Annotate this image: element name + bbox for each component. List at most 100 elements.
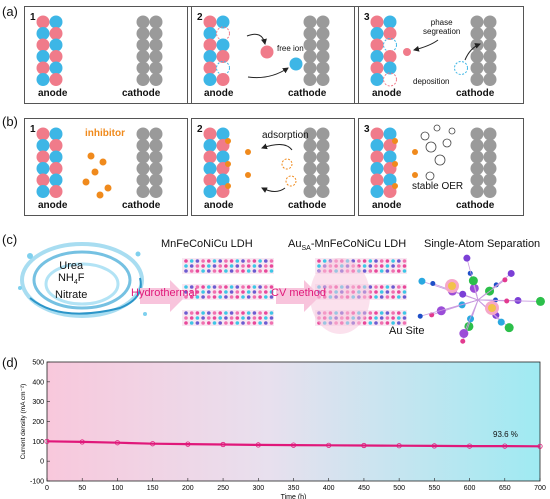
ldh-atom <box>184 285 188 289</box>
ldh-atom <box>212 316 217 320</box>
ldh-atom <box>385 295 390 299</box>
b-step-1-anode: anode <box>38 200 68 211</box>
metal-ion <box>216 150 230 164</box>
ldh-atom <box>385 316 390 320</box>
ldh-atom <box>218 311 222 315</box>
ldh-atom <box>246 316 251 320</box>
cathode-atom <box>136 150 150 164</box>
cathode-atom <box>303 150 317 164</box>
x-tick-label: 150 <box>147 485 159 492</box>
cathode-atom <box>303 173 317 187</box>
ldh-atom <box>195 285 200 289</box>
adsorbed-inhibitor <box>412 149 418 155</box>
cathode-atom <box>483 150 497 164</box>
ldh-atom <box>264 264 268 268</box>
cathode-atom <box>483 61 497 75</box>
a-step-3-note-bottom: deposition <box>413 77 450 86</box>
metal-ion <box>49 50 63 63</box>
ldh-atom <box>258 295 262 299</box>
ldh-atom <box>218 269 222 273</box>
adsorbed-inhibitor <box>392 183 398 189</box>
bond <box>477 299 507 302</box>
ldh-atom <box>195 264 200 268</box>
ldh-atom <box>224 295 228 299</box>
ldh-atom <box>368 316 373 320</box>
cathode-atom <box>470 173 484 187</box>
cathode-atom <box>483 15 497 29</box>
ldh-atom <box>235 316 240 320</box>
ldh-atom <box>374 316 378 320</box>
ldh-atom <box>258 285 262 289</box>
inhibitor-molecule <box>104 184 112 192</box>
panel-a-label: (a) <box>2 4 18 19</box>
single-atom-structure <box>417 254 545 344</box>
cathode-atom <box>316 139 330 152</box>
ldh-atom <box>374 290 378 294</box>
metal-ion <box>370 150 384 164</box>
ldh-atom <box>317 259 321 263</box>
b-step-1-note: inhibitor <box>85 128 125 139</box>
cathode-atom <box>303 27 317 40</box>
metal-ion <box>49 127 63 141</box>
vacancy-site <box>383 72 397 87</box>
metal-ion <box>203 73 217 86</box>
lattice-atom <box>468 276 478 286</box>
metal-ion <box>203 50 217 63</box>
a-step-1-cathode: cathode <box>122 88 161 99</box>
ldh-atom <box>235 264 240 268</box>
ldh-atom <box>184 259 188 263</box>
au-atom <box>448 282 456 290</box>
cathode-atom <box>316 61 330 75</box>
data-point <box>466 443 473 449</box>
cathode-atom <box>470 127 484 141</box>
cathode-atom <box>483 173 497 187</box>
ldh-atom <box>374 259 378 263</box>
a-step-3-num: 3 <box>364 12 370 23</box>
ldh-atom <box>402 290 407 294</box>
inhibitor-molecule <box>96 191 104 199</box>
lattice-atom <box>463 254 471 262</box>
ldh-atom <box>269 269 274 273</box>
ldh-atom <box>184 269 188 273</box>
inhibitor-molecule <box>82 178 90 186</box>
ldh-atom <box>189 295 194 299</box>
ldh-atom <box>402 269 407 273</box>
ldh-atom <box>385 311 390 315</box>
cathode-atom <box>149 127 163 141</box>
cathode-atom <box>149 150 163 164</box>
ldh-atom <box>402 295 407 299</box>
lattice-atom <box>497 318 505 326</box>
metal-ion <box>49 185 63 198</box>
adsorbing-inhibitor <box>285 175 297 187</box>
ldh-atom <box>397 311 401 315</box>
ldh-atom <box>184 311 188 315</box>
b-step-1-cathode: cathode <box>122 200 161 211</box>
ldh-atom <box>218 264 222 268</box>
ldh-atom <box>368 321 373 325</box>
metal-ion <box>370 38 384 52</box>
ldh-atom <box>201 264 205 268</box>
plot-background <box>47 362 540 481</box>
ldh-atom <box>189 259 194 263</box>
cathode-atom <box>136 27 150 40</box>
cathode-atom <box>136 127 150 141</box>
cathode-atom <box>316 73 330 86</box>
ldh-atom <box>246 269 251 273</box>
ldh-atom <box>385 321 390 325</box>
cathode-atom <box>316 38 330 52</box>
ldh-atom <box>269 295 274 299</box>
inhibitor-molecule <box>87 152 95 160</box>
cathode-atom <box>470 185 484 198</box>
ldh-atom <box>189 290 194 294</box>
ldh-atom <box>374 321 378 325</box>
metal-ion <box>370 162 384 175</box>
ldh-atom <box>374 295 378 299</box>
ldh-atom <box>391 285 395 289</box>
ldh-atom <box>397 321 401 325</box>
ldh-atom <box>368 269 373 273</box>
ldh-atom <box>195 311 200 315</box>
ldh-atom <box>218 285 222 289</box>
oxygen-bubble <box>420 131 430 141</box>
ldh-atom <box>201 316 205 320</box>
y-tick-label: -100 <box>30 479 44 486</box>
